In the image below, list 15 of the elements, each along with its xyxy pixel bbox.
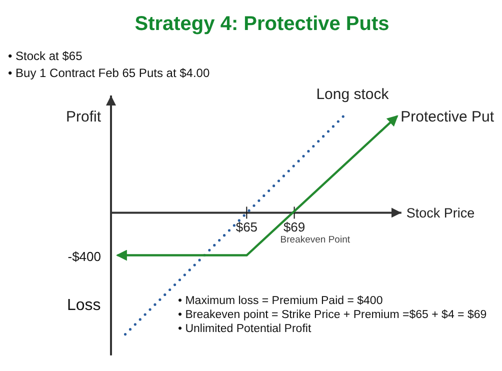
- text: • Buy 1 Contract Feb 65 Puts at $4.00: [8, 66, 210, 80]
- annotation: • Maximum loss = Premium Paid = $400: [178, 295, 383, 307]
- annotation: Breakeven Point: [280, 234, 350, 246]
- series-label: Long stock: [316, 86, 390, 104]
- x-tick-label: $65: [236, 220, 258, 235]
- annotation: • Unlimited Potential Profit: [178, 323, 312, 335]
- x-tick-label: $69: [283, 220, 306, 235]
- chart-title: Strategy 4: Protective Puts: [134, 13, 390, 35]
- text: Loss: [67, 297, 101, 314]
- x-axis-title: Stock Price: [406, 205, 475, 220]
- annotation: • Breakeven point = Strike Price + Premium =$65 + $4 = $69: [178, 309, 487, 321]
- text: -$400: [68, 249, 101, 264]
- y-axis-title: Profit: [66, 108, 102, 126]
- series-label: Protective Put: [400, 108, 495, 126]
- text: • Stock at $65: [8, 49, 83, 63]
